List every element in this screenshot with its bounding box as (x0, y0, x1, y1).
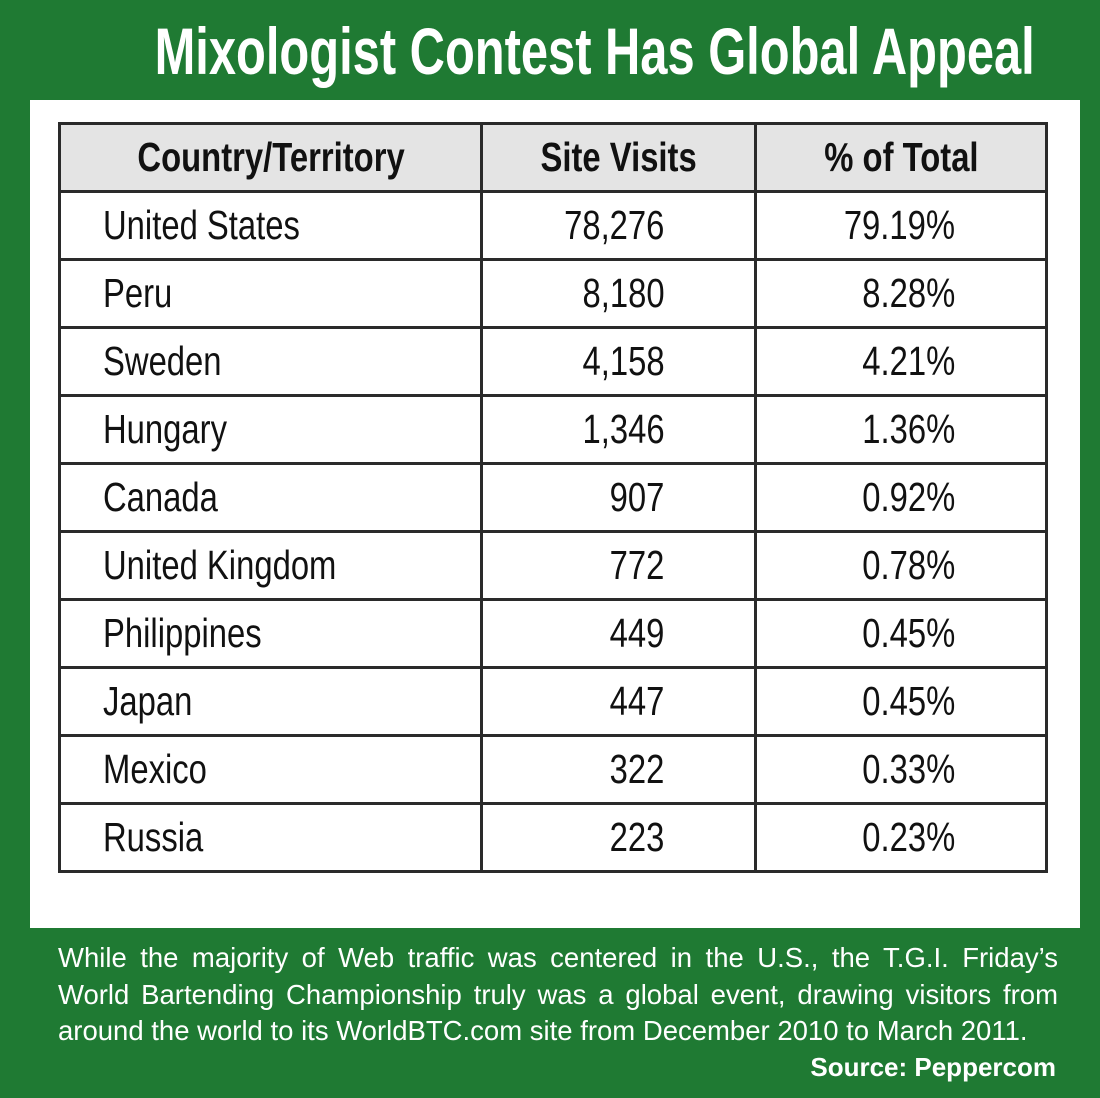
table-cell: Peru (57, 258, 484, 329)
cell-text: Canada (103, 474, 218, 520)
cell-text: Philippines (103, 610, 262, 656)
table-cell: 4,158 (480, 326, 758, 397)
table-cell: 8,180 (480, 258, 758, 329)
table-row: Hungary 1,346 1.36% (57, 394, 1048, 465)
table-cell: Hungary (57, 394, 484, 465)
cell-text: 0.45% (861, 678, 955, 724)
source: Source: Peppercom (810, 1052, 1056, 1082)
table-cell: Sweden (57, 326, 484, 397)
title: Mixologist Contest Has Global Appeal (0, 6, 1100, 96)
cell-text: 4.21% (861, 338, 955, 384)
table-cell: United Kingdom (57, 530, 484, 601)
cell-text: 1,346 (582, 406, 665, 452)
cell-text: 1.36% (861, 406, 955, 452)
table-cell: 8.28% (754, 258, 1048, 329)
table-cell: United States (57, 190, 484, 261)
table-cell: 0.45% (754, 598, 1048, 669)
table-cell: 4.21% (754, 326, 1048, 397)
cell-text: 0.33% (861, 746, 955, 792)
table-cell: 79.19% (754, 190, 1048, 261)
table-cell: 322 (480, 734, 758, 805)
cell-text: 0.92% (861, 474, 955, 520)
cell-text: 4,158 (582, 338, 665, 384)
cell-text: 0.78% (861, 542, 955, 588)
cell-text: 79.19% (843, 202, 955, 248)
table-row: Canada 907 0.92% (57, 462, 1048, 533)
table-row: Philippines 449 0.45% (57, 598, 1048, 669)
table-cell: 0.92% (754, 462, 1048, 533)
table-row: Sweden 4,158 4.21% (57, 326, 1048, 397)
table-row: United States 78,276 79.19% (57, 190, 1048, 261)
table-row: Russia 223 0.23% (57, 802, 1048, 873)
cell-text: 8,180 (582, 270, 665, 316)
table-cell: 907 (480, 462, 758, 533)
cell-text: 0.45% (861, 610, 955, 656)
table-cell: 447 (480, 666, 758, 737)
table-cell: 0.45% (754, 666, 1048, 737)
table-cell: 449 (480, 598, 758, 669)
cell-text: 449 (609, 610, 665, 656)
caption: While the majority of Web traffic was ce… (58, 942, 1058, 1046)
column-header: Country/Territory (57, 122, 484, 193)
header-row: Country/Territory Site Visits % of Total (57, 122, 1048, 193)
table-cell: 772 (480, 530, 758, 601)
cell-text: 322 (609, 746, 665, 792)
cell-text: 223 (609, 814, 665, 860)
cell-text: Russia (103, 814, 204, 860)
title-text: Mixologist Contest Has Global Appeal (154, 14, 1035, 88)
cell-text: Sweden (103, 338, 222, 384)
table-cell: 78,276 (480, 190, 758, 261)
table-cell: 1.36% (754, 394, 1048, 465)
table-row: Japan 447 0.45% (57, 666, 1048, 737)
table-cell: Russia (57, 802, 484, 873)
header-text: Country/Territory (137, 134, 405, 180)
cell-text: Peru (103, 270, 173, 316)
column-header: Site Visits (480, 122, 758, 193)
table-cell: Philippines (57, 598, 484, 669)
table-row: United Kingdom 772 0.78% (57, 530, 1048, 601)
table-cell: 223 (480, 802, 758, 873)
cell-text: 447 (609, 678, 665, 724)
table-body: United States 78,276 79.19% Peru 8,180 8.28% S… (57, 190, 1048, 873)
table-row: Peru 8,180 8.28% (57, 258, 1048, 329)
header-text: Site Visits (540, 134, 697, 180)
cell-text: 772 (609, 542, 665, 588)
cell-text: 8.28% (861, 270, 955, 316)
table-cell: 0.33% (754, 734, 1048, 805)
cell-text: Japan (103, 678, 193, 724)
column-header: % of Total (754, 122, 1048, 193)
cell-text: Mexico (103, 746, 207, 792)
cell-text: 0.23% (861, 814, 955, 860)
table-cell: 1,346 (480, 394, 758, 465)
table-cell: 0.23% (754, 802, 1048, 873)
table-cell: Canada (57, 462, 484, 533)
cell-text: 78,276 (563, 202, 665, 248)
cell-text: Hungary (103, 406, 227, 452)
table-row: Mexico 322 0.33% (57, 734, 1048, 805)
table-panel: Country/Territory Site Visits % of Total Un… (30, 100, 1080, 928)
cell-text: United Kingdom (103, 542, 337, 588)
table-cell: Japan (57, 666, 484, 737)
table: Country/Territory Site Visits % of Total Un… (57, 122, 1048, 873)
cell-text: United States (103, 202, 300, 248)
table-cell: 0.78% (754, 530, 1048, 601)
header-text: % of Total (823, 134, 979, 180)
table-cell: Mexico (57, 734, 484, 805)
cell-text: 907 (609, 474, 665, 520)
